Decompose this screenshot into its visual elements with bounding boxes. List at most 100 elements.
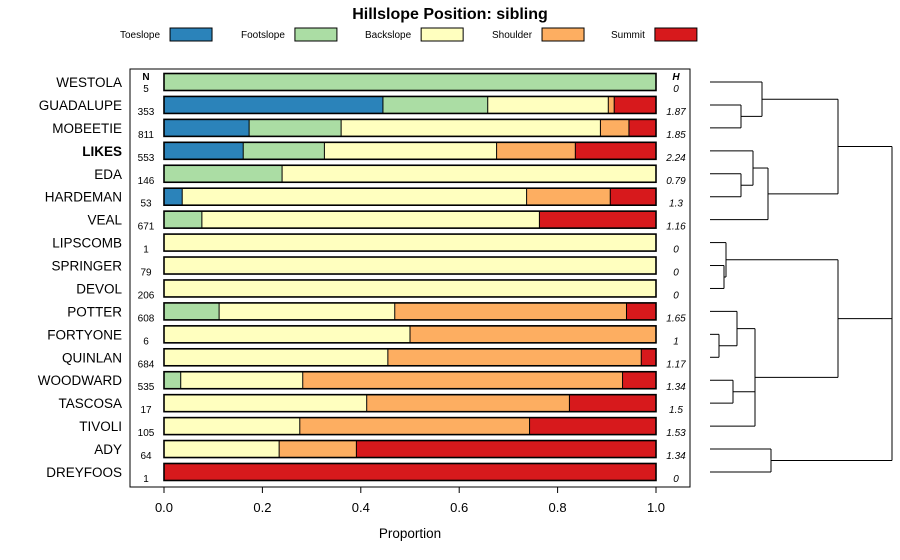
n-value: 553: [138, 153, 155, 164]
row-springer: SPRINGER 79 0: [51, 256, 679, 279]
bar-segment-backslope: [282, 165, 656, 183]
h-value: 0: [673, 290, 679, 301]
legend-swatch-footslope: [294, 27, 338, 42]
bar-segment-summit: [626, 302, 656, 320]
bar-outline: [163, 164, 657, 184]
h-value: 0.79: [666, 176, 686, 187]
x-tick-label: 0.2: [253, 500, 271, 515]
bar-segment-backslope: [324, 142, 497, 160]
row-label: GUADALUPE: [39, 98, 122, 113]
bar-outline: [163, 256, 657, 275]
row-label: EDA: [94, 167, 122, 182]
n-value: 6: [143, 336, 149, 347]
bar-segment-footslope: [164, 211, 202, 229]
n-value: 1: [143, 474, 149, 485]
row-potter: POTTER 608 1.65: [67, 302, 686, 324]
bar-segment-backslope: [164, 234, 656, 252]
bar-segment-footslope: [164, 302, 220, 320]
h-value: 1.34: [666, 451, 686, 462]
row-hardeman: HARDEMAN 53 1.3: [45, 187, 683, 210]
row-label: WOODWARD: [38, 373, 122, 388]
bar-outline: [163, 118, 657, 138]
x-axis: 0.0 0.2 0.4 0.6 0.8 1.0: [155, 487, 665, 515]
n-header: N: [142, 72, 149, 83]
x-axis-title: Proportion: [379, 526, 441, 541]
h-value: 0: [673, 474, 679, 485]
x-tick-label: 0.4: [352, 500, 370, 515]
row-label: MOBEETIE: [52, 121, 122, 136]
bar-segment-backslope: [182, 188, 527, 206]
row-label: LIPSCOMB: [52, 236, 122, 251]
bar-segment-backslope: [164, 394, 367, 412]
row-eda: EDA 146 0.79: [94, 164, 686, 187]
row-label: TIVOLI: [79, 419, 122, 434]
row-label: QUINLAN: [62, 350, 122, 365]
row-label: DEVOL: [76, 281, 122, 296]
bar-segment-backslope: [487, 96, 609, 114]
row-label: TASCOSA: [58, 396, 122, 411]
row-label: HARDEMAN: [45, 190, 122, 205]
row-veal: VEAL 671 1.16: [87, 210, 686, 233]
bar-segment-footslope: [164, 371, 181, 389]
row-westola: WESTOLA 5 0: [56, 72, 679, 95]
bar-segment-summit: [628, 119, 656, 137]
legend-label-footslope: Footslope: [241, 30, 285, 41]
n-value: 535: [138, 382, 155, 393]
row-label: DREYFOOS: [46, 465, 122, 480]
bar-outline: [163, 416, 657, 436]
h-value: 2.24: [665, 153, 686, 164]
bar-segment-backslope: [164, 279, 656, 297]
bar-segment-shoulder: [608, 96, 615, 114]
bar-segment-shoulder: [600, 119, 629, 137]
bar-outline: [163, 141, 657, 161]
bar-outline: [163, 347, 657, 367]
row-woodward: WOODWARD 535 1.34: [38, 370, 686, 393]
bar-outline: [163, 279, 657, 298]
legend-swatch-summit: [654, 27, 698, 42]
legend-label-summit: Summit: [611, 30, 645, 41]
bar-segment-backslope: [341, 119, 601, 137]
bar-segment-toeslope: [164, 142, 244, 160]
bar-segment-backslope: [164, 325, 410, 343]
row-label: ADY: [94, 442, 122, 457]
h-value: 0: [673, 268, 679, 279]
bar-segment-footslope: [164, 165, 283, 183]
row-guadalupe: GUADALUPE 353 1.87: [39, 95, 686, 118]
bar-outline: [163, 325, 657, 344]
row-label: VEAL: [87, 213, 122, 228]
n-value: 1: [143, 245, 149, 256]
row-likes: LIKES 553 2.24: [82, 141, 686, 164]
n-value: 5: [143, 84, 149, 95]
bar-segment-summit: [164, 463, 656, 481]
bar-segment-summit: [569, 394, 656, 412]
bar-segment-summit: [529, 417, 656, 435]
x-tick-label: 1.0: [647, 500, 665, 515]
bar-outline: [163, 95, 657, 115]
row-label: FORTYONE: [47, 327, 122, 342]
n-value: 353: [138, 107, 155, 118]
bar-segment-shoulder: [279, 440, 357, 458]
bar-outline: [163, 187, 657, 206]
bar-segment-backslope: [219, 302, 395, 320]
row-label: LIKES: [82, 144, 122, 159]
bar-segment-shoulder: [394, 302, 627, 320]
bar-segment-footslope: [164, 73, 656, 91]
row-devol: DEVOL 206 0: [76, 279, 679, 301]
bar-segment-toeslope: [164, 119, 250, 137]
legend: Toeslope Footslope Backslope Shoulder Summit: [120, 27, 698, 42]
bar-segment-summit: [610, 188, 656, 206]
legend-label-toeslope: Toeslope: [120, 30, 160, 41]
n-value: 811: [138, 130, 154, 141]
bar-outline: [163, 393, 657, 413]
n-value: 146: [138, 176, 155, 187]
row-dreyfoos: DREYFOOS 1 0: [46, 462, 679, 485]
h-value: 1.65: [666, 313, 686, 324]
bar-outline: [163, 439, 657, 459]
n-value: 79: [140, 268, 152, 279]
legend-label-shoulder: Shoulder: [492, 30, 533, 41]
dendrogram: [710, 81, 893, 473]
bar-outline: [163, 462, 657, 482]
bar-segment-toeslope: [164, 188, 183, 206]
h-value: 0: [673, 84, 679, 95]
bar-segment-backslope: [180, 371, 303, 389]
